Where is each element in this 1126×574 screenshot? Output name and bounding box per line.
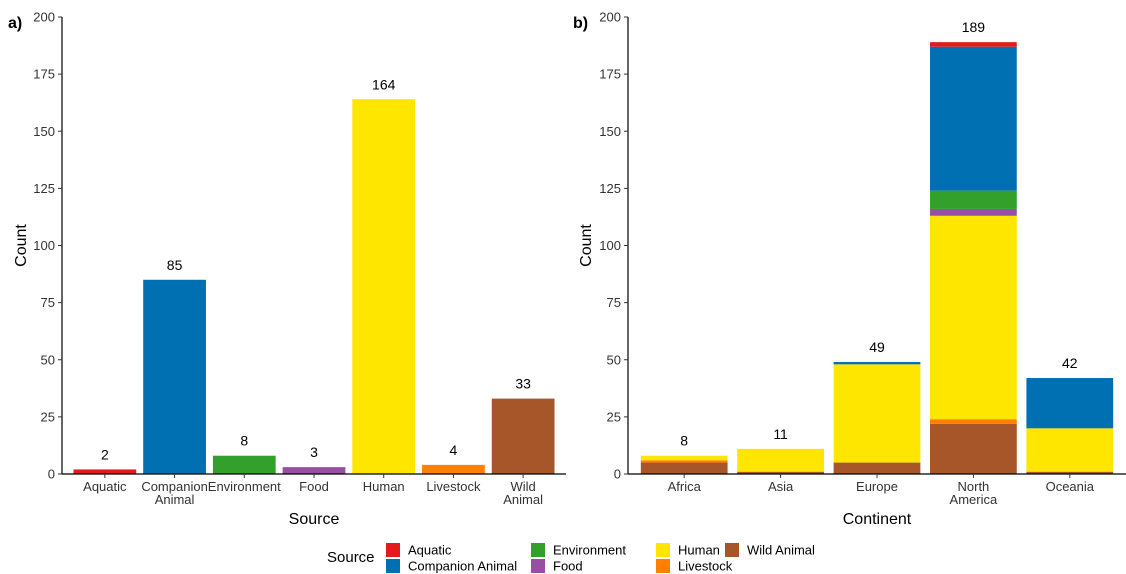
y-tick-label: 125 [33,181,55,196]
legend-item-label: Human [678,543,720,558]
x-tick-label: Animal [155,492,195,507]
x-axis-title: Continent [843,511,912,528]
data-label: 49 [869,339,885,355]
x-tick-label: Companion [141,479,208,494]
y-axis-title: Count [578,224,595,267]
legend-swatch [531,543,545,557]
data-label: 189 [962,19,986,35]
y-tick-label: 200 [33,10,55,25]
panel-b-continent-chart: 0 25 50 75 100 125 150 175 200 Africa Asia Europe No… [573,10,1126,528]
bar [212,455,276,474]
stacked-bar-segment [930,42,1017,47]
legend-item-label: Aquatic [408,543,452,558]
legend-swatch [386,543,400,557]
stacked-bar-segment [1026,471,1114,474]
x-axis-title: Source [289,511,340,528]
stacked-bar-segment [930,215,1017,420]
stacked-bar-segment [640,455,728,461]
stacked-bar-segment [930,46,1017,191]
stacked-bar-segment [930,419,1017,424]
data-label: 8 [680,433,688,449]
stacked-bar-segment [1026,428,1114,472]
stacked-bar-segment [640,460,728,463]
y-tick-label: 125 [599,181,621,196]
legend-item-label: Food [553,559,583,574]
stacked-bar-segment [1026,378,1114,429]
legend-swatch [656,543,670,557]
x-tick-label: Animal [503,492,543,507]
legend-swatch [386,559,400,573]
x-tick-label: Aquatic [83,479,127,494]
legend-item-label: Environment [553,543,626,558]
bar [143,279,206,474]
y-tick-label: 75 [41,295,55,310]
legend-title: Source [327,549,375,566]
x-tick-label: Wild [511,479,536,494]
y-tick-label: 150 [33,124,55,139]
stacked-bar-segment [930,208,1017,216]
x-tick-label: Europe [856,479,898,494]
panel-label: b) [573,15,588,32]
bar [491,398,555,474]
x-tick-label: Human [363,479,405,494]
y-tick-label: 100 [33,238,55,253]
y-tick-label: 25 [41,409,55,424]
stacked-bar-segment [930,423,1017,474]
bar [282,467,346,474]
data-label: 8 [240,433,248,449]
y-tick-label: 175 [599,67,621,82]
data-label: 33 [515,376,531,392]
x-tick-label: Food [299,479,329,494]
x-tick-label: Africa [668,479,702,494]
x-tick-label: North [958,479,990,494]
legend-swatch [531,559,545,573]
legend-item-label: Livestock [678,559,733,574]
data-label: 42 [1062,355,1078,371]
y-tick-label: 0 [614,467,621,482]
x-tick-label: Oceania [1046,479,1095,494]
stacked-bar-segment [737,448,824,472]
y-tick-label: 150 [599,124,621,139]
y-tick-label: 50 [41,352,55,367]
y-tick-label: 50 [607,352,621,367]
bar [73,469,137,474]
bar [352,99,416,474]
legend-item-label: Companion Animal [408,559,517,574]
y-tick-label: 175 [33,67,55,82]
y-tick-label: 75 [607,295,621,310]
x-tick-label: Livestock [426,479,481,494]
data-label: 85 [167,257,183,273]
legend-item-label: Wild Animal [747,543,815,558]
y-tick-label: 25 [607,409,621,424]
panel-label: a) [8,15,22,32]
stacked-bar-segment [833,362,921,365]
stacked-bar-segment [930,190,1017,209]
data-label: 2 [101,446,109,462]
stacked-bar-segment [833,462,921,474]
legend-swatch [656,559,670,573]
data-label: 3 [310,444,318,460]
stacked-bar-segment [833,364,921,463]
y-tick-label: 100 [599,238,621,253]
y-axis-title: Count [13,224,30,267]
x-tick-label: Environment [208,479,281,494]
y-tick-label: 0 [48,467,55,482]
stacked-bar-segment [640,462,728,474]
legend-swatch [725,543,739,557]
bar [422,464,485,474]
data-label: 164 [372,76,396,92]
x-tick-label: America [950,492,998,507]
y-tick-label: 200 [599,10,621,25]
data-label: 11 [773,426,788,442]
stacked-bar-segment [737,471,824,474]
x-tick-label: Asia [768,479,794,494]
data-label: 4 [450,442,458,458]
